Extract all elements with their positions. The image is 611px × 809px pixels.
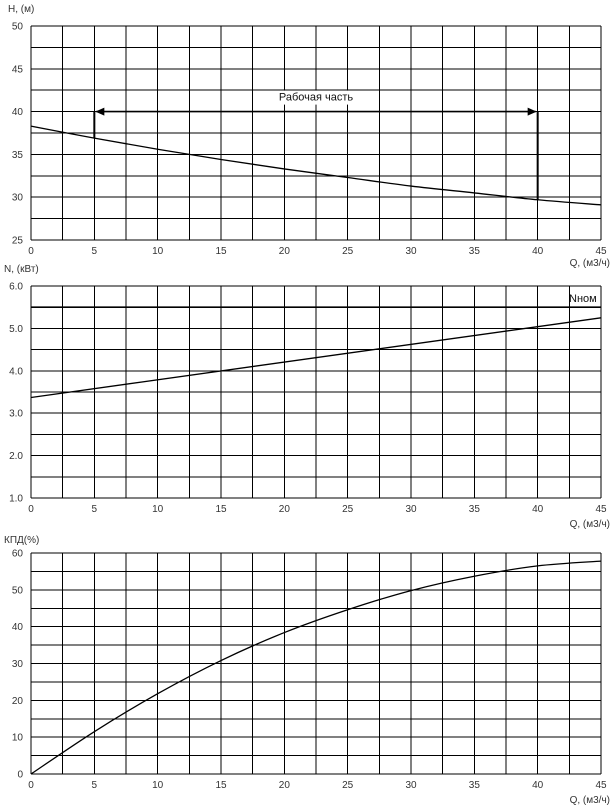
y-tick-label: 20: [12, 696, 24, 707]
y-tick-label: 30: [12, 193, 24, 204]
label-background: [275, 90, 357, 105]
x-tick-label: 40: [532, 504, 544, 515]
x-tick-label: 25: [342, 246, 354, 257]
x-tick-label: 20: [279, 504, 291, 515]
y-tick-label: 5.0: [9, 324, 23, 335]
x-tick-label: 5: [92, 504, 98, 515]
nominal-power-label: Nном: [569, 293, 597, 305]
series-line: [30, 317, 602, 399]
x-tick-label: 30: [405, 504, 417, 515]
x-tick-label: 0: [28, 246, 34, 257]
x-tick-label: 35: [469, 246, 481, 257]
head-chart: 0 5 10 15 20 25 30 35 40 45 25 30 35 40 45 50 H, (м) Q, (…: [8, 4, 610, 269]
y-axis-label: H, (м): [8, 4, 34, 15]
x-tick-label: 25: [342, 504, 354, 515]
x-tick-label: 35: [469, 780, 481, 791]
y-tick-label: 35: [12, 150, 24, 161]
y-axis-label: КПД(%): [4, 535, 39, 546]
efficiency-chart: 0 5 10 15 20 25 30 35 40 45 0 10 20 30 40 50 60 КПД(%) Q, …: [4, 535, 610, 806]
x-axis-label: Q, (м3/ч): [570, 258, 610, 269]
x-tick-label: 15: [215, 504, 227, 515]
y-tick-label: 10: [12, 733, 24, 744]
y-tick-label: 30: [12, 659, 24, 670]
x-tick-label: 45: [595, 246, 607, 257]
x-tick-label: 45: [595, 504, 607, 515]
power-chart: 0 5 10 15 20 25 30 35 40 45 1.0 2.0 3.0 4.0 5.0 6.0 N, (…: [4, 264, 610, 530]
y-tick-label: 4.0: [9, 366, 23, 377]
x-tick-label: 30: [405, 780, 417, 791]
x-tick-label: 40: [532, 780, 544, 791]
x-tick-label: 0: [28, 780, 34, 791]
x-tick-label: 5: [92, 780, 98, 791]
y-tick-label: 40: [12, 622, 24, 633]
y-tick-label: 1.0: [9, 494, 23, 505]
y-tick-label: 2.0: [9, 451, 23, 462]
x-tick-label: 45: [595, 780, 607, 791]
x-tick-label: 40: [532, 246, 544, 257]
x-tick-label: 0: [28, 504, 34, 515]
x-tick-label: 10: [152, 246, 164, 257]
y-tick-label: 50: [12, 22, 24, 33]
y-tick-label: 45: [12, 64, 24, 75]
y-tick-label: 6.0: [9, 282, 23, 293]
x-tick-label: 30: [405, 246, 417, 257]
y-tick-label: 60: [12, 549, 24, 560]
y-tick-label: 3.0: [9, 409, 23, 420]
x-tick-label: 35: [469, 504, 481, 515]
x-tick-label: 20: [279, 246, 291, 257]
x-tick-label: 20: [279, 780, 291, 791]
arrow-head-right: [527, 107, 537, 116]
x-tick-label: 15: [215, 780, 227, 791]
working-range-label: Рабочая часть: [279, 92, 354, 104]
x-tick-label: 25: [342, 780, 354, 791]
y-axis-label: N, (кВт): [4, 264, 39, 275]
x-axis-label: Q, (м3/ч): [570, 795, 610, 806]
series-line: [30, 560, 602, 775]
x-tick-label: 10: [152, 780, 164, 791]
y-tick-label: 50: [12, 585, 24, 596]
y-tick-label: 40: [12, 107, 24, 118]
series-line: [30, 125, 602, 206]
arrow-head-left: [95, 107, 105, 116]
x-axis-label: Q, (м3/ч): [570, 519, 610, 530]
x-tick-label: 10: [152, 504, 164, 515]
x-tick-label: 5: [92, 246, 98, 257]
y-tick-label: 25: [12, 236, 24, 247]
y-tick-label: 0: [17, 770, 23, 781]
x-tick-label: 15: [215, 246, 227, 257]
